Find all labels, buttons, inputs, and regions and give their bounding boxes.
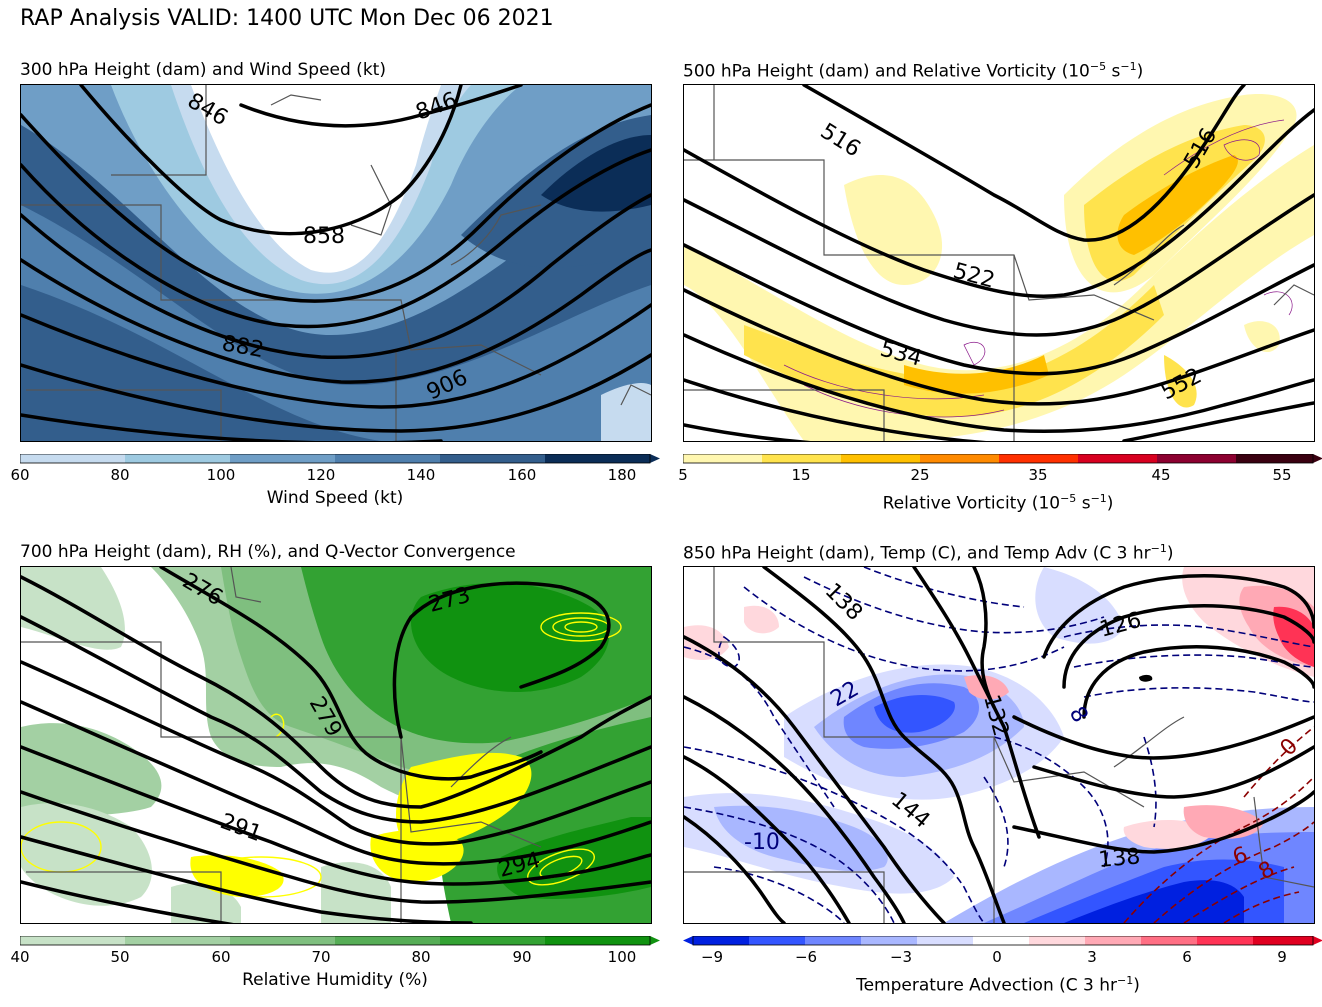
colorbar-tick: 60 [211,948,231,966]
colorbar-tick: 55 [1272,466,1292,484]
colorbar-tick: 140 [406,466,436,484]
panel-300hpa-title: 300 hPa Height (dam) and Wind Speed (kt) [20,60,386,80]
colorbar-tick: 25 [910,466,930,484]
vorticity-colorbar-label: Relative Vorticity (10−5 s−1) [882,492,1114,514]
panel-500hpa-map: 516 516 522 534 552 [683,84,1315,442]
colorbar-tick: 70 [311,948,331,966]
panel-700hpa-map: 276 273 279 291 294 [20,566,652,924]
panel-850hpa-title: 850 hPa Height (dam), Temp (C), and Temp… [683,542,1174,564]
colorbar-tick: 80 [411,948,431,966]
colorbar-tick: 80 [110,466,130,484]
figure-title: RAP Analysis VALID: 1400 UTC Mon Dec 06 … [20,6,554,31]
rh-colorbar [19,931,660,950]
panel-700hpa-title: 700 hPa Height (dam), RH (%), and Q-Vect… [20,542,516,562]
colorbar-tick: 9 [1277,948,1287,966]
panel-300hpa-map: 846 846 858 882 906 [20,84,652,442]
colorbar-tick: 50 [110,948,130,966]
temp-label: -10 [744,830,780,855]
colorbar-tick: 15 [791,466,811,484]
colorbar-tick: 6 [1182,948,1192,966]
colorbar-tick: 90 [512,948,532,966]
colorbar-tick: 5 [678,466,688,484]
colorbar-tick: 160 [507,466,537,484]
colorbar-tick: 120 [306,466,336,484]
rh-colorbar-label: Relative Humidity (%) [242,970,428,990]
tempadv-colorbar [683,931,1322,950]
panel-850hpa-map: 138 126 132 144 138 22 -10 8 6 8 0 [683,566,1315,924]
colorbar-tick: 0 [992,948,1002,966]
colorbar-tick: 35 [1028,466,1048,484]
colorbar-tick: −3 [889,948,913,966]
colorbar-tick: 180 [607,466,637,484]
vorticity-colorbar [682,449,1322,468]
panel-500hpa-title: 500 hPa Height (dam) and Relative Vortic… [683,60,1144,82]
colorbar-tick: −6 [794,948,818,966]
windspeed-colorbar [19,449,660,468]
tempadv-colorbar-label: Temperature Advection (C 3 hr−1) [856,974,1140,996]
colorbar-tick: 40 [10,948,30,966]
contour-label: 138 [1097,844,1141,873]
colorbar-tick: −9 [700,948,724,966]
colorbar-tick: 100 [607,948,637,966]
colorbar-tick: 45 [1151,466,1171,484]
colorbar-tick: 100 [206,466,236,484]
contour-label: 858 [303,224,345,249]
colorbar-tick: 3 [1087,948,1097,966]
windspeed-colorbar-label: Wind Speed (kt) [266,488,404,508]
colorbar-tick: 60 [10,466,30,484]
